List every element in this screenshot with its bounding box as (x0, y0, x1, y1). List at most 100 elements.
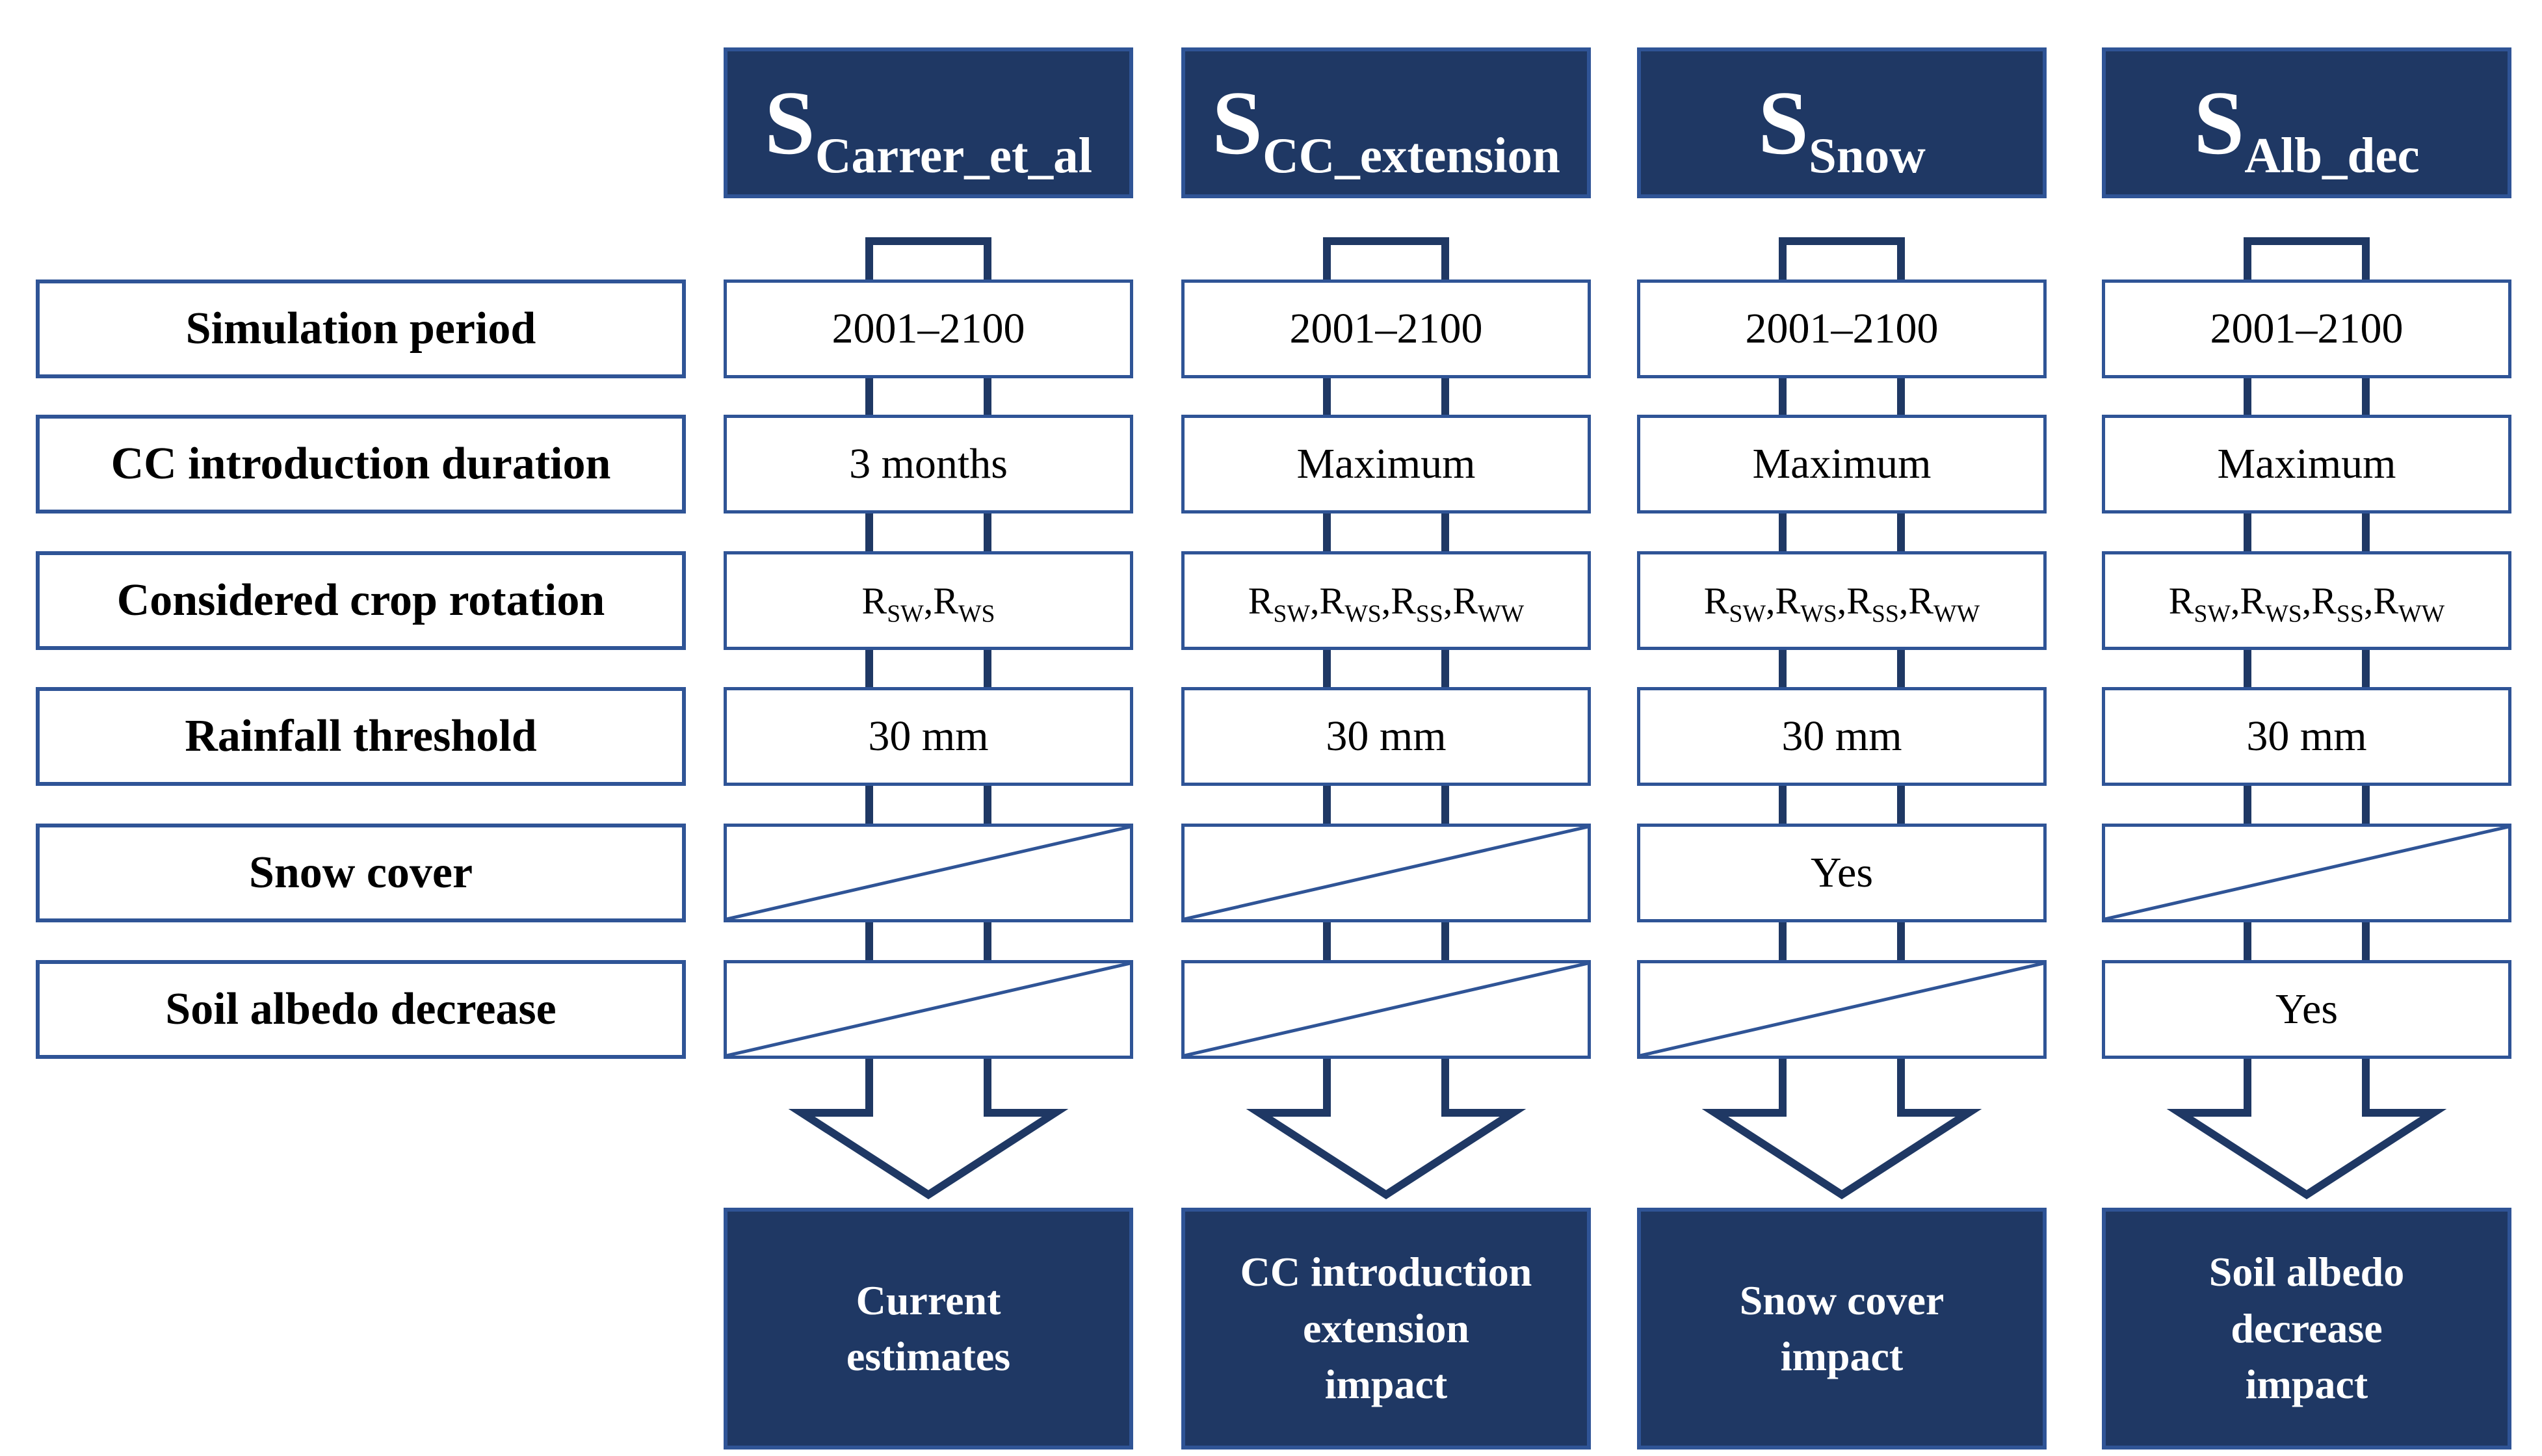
row-label-text: Soil albedo decrease (165, 984, 557, 1034)
rotation-separator: , (1837, 579, 1847, 622)
value-cell: RSW,RWS (724, 551, 1133, 650)
rotation-subscript: WW (2398, 600, 2445, 628)
result-line: CC introduction (1240, 1249, 1532, 1295)
result-line: extension (1303, 1305, 1469, 1351)
row-label-text: Simulation period (185, 304, 536, 354)
na-diagonal-icon (727, 963, 1130, 1056)
rotation-symbol: R (2311, 579, 2337, 622)
rotation-separator: , (2363, 579, 2374, 622)
row-label-text: Considered crop rotation (116, 575, 605, 625)
connector-bracket-bar (2244, 237, 2370, 245)
result-line: impact (1324, 1361, 1448, 1408)
value-text: 30 mm (868, 712, 989, 760)
rotation-separator: , (1443, 579, 1453, 622)
value-cell: RSW,RWS,RSS,RWW (1637, 551, 2047, 650)
rotation-subscript: SW (887, 600, 924, 628)
na-diagonal-icon (2105, 827, 2508, 919)
value-cell: 30 mm (2102, 687, 2511, 786)
rotation-symbol: R (2168, 579, 2194, 622)
value-cell: RSW,RWS,RSS,RWW (1181, 551, 1591, 650)
scenario-subscript: Carrer_et_al (815, 127, 1092, 183)
value-text: Maximum (1752, 440, 1932, 488)
crop-rotation-value: RSW,RWS,RSS,RWW (1248, 579, 1524, 626)
rotation-subscript: SS (1871, 600, 1899, 628)
row-label-text: Rainfall threshold (185, 711, 537, 761)
value-cell: 30 mm (1637, 687, 2047, 786)
connector-bracket-bar (1779, 237, 1905, 245)
scenario-subscript: Alb_dec (2244, 127, 2420, 183)
scenario-header: SCarrer_et_al (724, 47, 1133, 198)
crop-rotation-value: RSW,RWS,RSS,RWW (2168, 579, 2444, 626)
result-line: Snow cover (1739, 1277, 1945, 1323)
value-cell: 3 months (724, 415, 1133, 514)
rotation-separator: , (1381, 579, 1391, 622)
na-diagonal-icon (1185, 963, 1588, 1056)
result-line: Current (856, 1277, 1001, 1323)
row-label-text: CC introduction duration (111, 439, 611, 489)
rotation-subscript: SS (2336, 600, 2364, 628)
crop-rotation-value: RSW,RWS (862, 579, 995, 626)
na-cell (1181, 824, 1591, 922)
row-label-box: Rainfall threshold (36, 687, 686, 786)
row-label-text: Snow cover (248, 848, 473, 898)
rotation-symbol: R (1319, 579, 1345, 622)
result-box: Current estimates (724, 1208, 1133, 1450)
rotation-subscript: SW (1729, 600, 1766, 628)
result-line: estimates (846, 1333, 1011, 1379)
scenario-name: SCC_extension (1212, 71, 1560, 181)
rotation-subscript: SW (1273, 600, 1311, 628)
rotation-subscript: SS (1415, 600, 1443, 628)
na-diagonal-icon (727, 827, 1130, 919)
result-line: impact (1780, 1333, 1904, 1379)
rotation-subscript: WS (958, 600, 995, 628)
down-arrow-icon (788, 1059, 1069, 1200)
scenario-header: SAlb_dec (2102, 47, 2511, 198)
value-cell: 2001–2100 (2102, 280, 2511, 378)
scenario-symbol: S (1212, 72, 1263, 174)
down-arrow-icon (2166, 1059, 2447, 1200)
na-diagonal-icon (1185, 827, 1588, 919)
value-text: 2001–2100 (1289, 305, 1483, 352)
down-arrow-icon (1701, 1059, 1982, 1200)
na-cell (724, 824, 1133, 922)
row-label-box: Snow cover (36, 824, 686, 922)
value-cell: Yes (2102, 960, 2511, 1059)
rotation-symbol: R (1846, 579, 1872, 622)
value-text: 30 mm (2246, 712, 2367, 760)
value-text: Yes (2275, 985, 2339, 1033)
connector-bracket-bar (865, 237, 991, 245)
scenario-header: SCC_extension (1181, 47, 1591, 198)
rotation-symbol: R (1452, 579, 1478, 622)
value-cell: 2001–2100 (724, 280, 1133, 378)
result-box: CC introduction extension impact (1181, 1208, 1591, 1450)
row-label-box: Simulation period (36, 280, 686, 378)
result-box: Soil albedo decrease impact (2102, 1208, 2511, 1450)
connector-bracket-bar (1323, 237, 1449, 245)
rotation-symbol: R (1248, 579, 1274, 622)
na-cell (2102, 824, 2511, 922)
value-cell: Maximum (1637, 415, 2047, 514)
rotation-symbol: R (2240, 579, 2266, 622)
rotation-separator: , (923, 579, 934, 622)
rotation-subscript: SW (2194, 600, 2231, 628)
scenario-subscript: Snow (1809, 127, 1926, 183)
row-label-box: Considered crop rotation (36, 551, 686, 650)
rotation-symbol: R (933, 579, 958, 622)
value-cell: 30 mm (724, 687, 1133, 786)
value-text: Maximum (1296, 440, 1476, 488)
value-text: Maximum (2217, 440, 2396, 488)
result-line: impact (2245, 1361, 2368, 1408)
value-text: 2001–2100 (2210, 305, 2404, 352)
rotation-subscript: WS (2265, 600, 2302, 628)
scenario-symbol: S (764, 72, 815, 174)
rotation-separator: , (1766, 579, 1775, 622)
scenario-subscript: CC_extension (1263, 127, 1560, 183)
result-line: Soil albedo (2208, 1249, 2405, 1295)
rotation-subscript: WS (1800, 600, 1837, 628)
rotation-subscript: WS (1344, 600, 1382, 628)
result-line: decrease (2231, 1305, 2383, 1351)
rotation-separator: , (2301, 579, 2312, 622)
rotation-symbol: R (2373, 579, 2399, 622)
rotation-symbol: R (1703, 579, 1729, 622)
